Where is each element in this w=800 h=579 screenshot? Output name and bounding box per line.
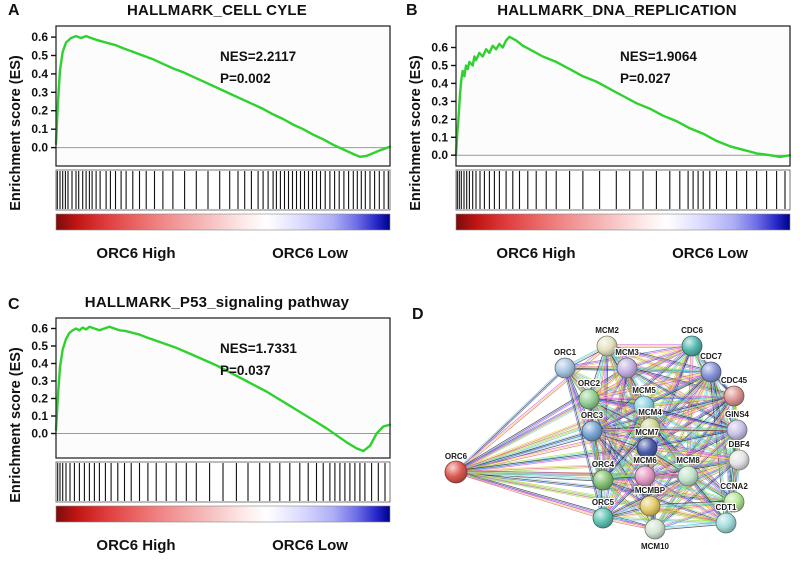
svg-text:0.0: 0.0 (31, 427, 48, 441)
ppi-network: ORC6 ORC1 MCM2 CDC6 MCM3 CDC7 CDC45 ORC2 MCM5 ORC… (444, 325, 751, 552)
svg-text:0.3: 0.3 (31, 85, 48, 99)
svg-text:0.5: 0.5 (31, 339, 48, 353)
svg-text:GINS4: GINS4 (725, 410, 750, 419)
svg-text:MCM3: MCM3 (615, 348, 639, 357)
svg-text:MCM4: MCM4 (638, 408, 662, 417)
svg-text:0.6: 0.6 (31, 30, 48, 44)
svg-text:CCNA2: CCNA2 (720, 482, 748, 491)
panel-b: HALLMARK_DNA_REPLICATION Enrichment scor… (404, 0, 796, 290)
svg-text:0.6: 0.6 (31, 322, 48, 336)
panel-b-title: HALLMARK_DNA_REPLICATION (497, 2, 737, 19)
svg-text:0.4: 0.4 (31, 67, 48, 81)
svg-text:MCM6: MCM6 (633, 456, 657, 465)
svg-text:0.6: 0.6 (431, 41, 448, 55)
svg-text:0.0: 0.0 (31, 141, 48, 155)
svg-text:ORC5: ORC5 (592, 498, 615, 507)
panel-b-xlabel-high: ORC6 High (496, 245, 576, 262)
panel-b-stats: NES=1.9064 P=0.027 (620, 46, 697, 89)
svg-text:ORC4: ORC4 (592, 460, 615, 469)
panel-letter-c: C (8, 296, 20, 313)
svg-text:0.1: 0.1 (31, 122, 48, 136)
svg-text:DBF4: DBF4 (729, 440, 750, 449)
panel-c-xlabel-high: ORC6 High (96, 537, 176, 554)
panel-a-pvalue: P=0.002 (220, 70, 271, 86)
panel-a-gsea-plot: 0.6 0.5 0.4 0.3 0.2 0.1 0.0 (31, 25, 392, 231)
svg-text:MCM2: MCM2 (595, 326, 619, 335)
panel-a: HALLMARK_CELL CYLE Enrichment score (ES)… (4, 0, 396, 290)
svg-text:CDC6: CDC6 (681, 326, 703, 335)
svg-text:ORC2: ORC2 (578, 379, 601, 388)
panel-c-gsea-plot: 0.6 0.5 0.4 0.3 0.2 0.1 0.0 (31, 317, 392, 523)
svg-text:0.0: 0.0 (431, 148, 448, 162)
svg-text:MCM8: MCM8 (676, 456, 700, 465)
svg-text:CDC45: CDC45 (721, 376, 748, 385)
svg-text:0.3: 0.3 (31, 374, 48, 388)
panel-letter-a: A (8, 2, 20, 19)
panel-c-stats: NES=1.7331 P=0.037 (220, 338, 297, 381)
panel-c-title: HALLMARK_P53_signaling pathway (84, 294, 350, 311)
svg-text:MCMBP: MCMBP (635, 486, 666, 495)
panel-c: HALLMARK_P53_signaling pathway Enrichmen… (4, 292, 396, 579)
svg-text:ORC1: ORC1 (554, 348, 577, 357)
panel-a-xlabel-high: ORC6 High (96, 245, 176, 262)
panel-c-pvalue: P=0.037 (220, 362, 271, 378)
svg-text:0.1: 0.1 (31, 409, 48, 423)
svg-text:MCM7: MCM7 (635, 428, 659, 437)
panel-a-title: HALLMARK_CELL CYLE (127, 2, 307, 19)
panel-letter-d: D (412, 306, 424, 323)
svg-text:CDC7: CDC7 (700, 352, 722, 361)
panel-letter-b: B (406, 2, 418, 19)
panel-a-xlabel-low: ORC6 Low (272, 245, 348, 262)
svg-text:ORC3: ORC3 (581, 411, 604, 420)
svg-text:0.4: 0.4 (31, 357, 48, 371)
panel-a-nes: NES=2.2117 (220, 49, 297, 64)
svg-text:ORC6: ORC6 (445, 452, 468, 461)
svg-text:0.5: 0.5 (431, 59, 448, 73)
svg-text:0.3: 0.3 (431, 94, 448, 108)
panel-b-pvalue: P=0.027 (620, 70, 671, 86)
svg-text:MCM5: MCM5 (632, 386, 656, 395)
panel-b-xlabel-low: ORC6 Low (672, 245, 748, 262)
svg-text:0.1: 0.1 (431, 130, 448, 144)
svg-text:CDT1: CDT1 (716, 503, 737, 512)
panel-a-stats: NES=2.2117 P=0.002 (220, 46, 296, 89)
panel-c-nes: NES=1.7331 (220, 341, 297, 356)
panel-d: ORC6 ORC1 MCM2 CDC6 MCM3 CDC7 CDC45 ORC2 MCM5 ORC… (404, 296, 796, 576)
svg-text:0.2: 0.2 (31, 392, 48, 406)
svg-text:0.5: 0.5 (31, 49, 48, 63)
panel-b-nes: NES=1.9064 (620, 49, 697, 64)
svg-text:0.4: 0.4 (431, 76, 448, 90)
panel-c-xlabel-low: ORC6 Low (272, 537, 348, 554)
svg-text:0.2: 0.2 (31, 104, 48, 118)
svg-text:MCM10: MCM10 (641, 542, 670, 551)
panel-b-gsea-plot: 0.6 0.5 0.4 0.3 0.2 0.1 0.0 (431, 25, 792, 231)
svg-text:0.2: 0.2 (431, 112, 448, 126)
